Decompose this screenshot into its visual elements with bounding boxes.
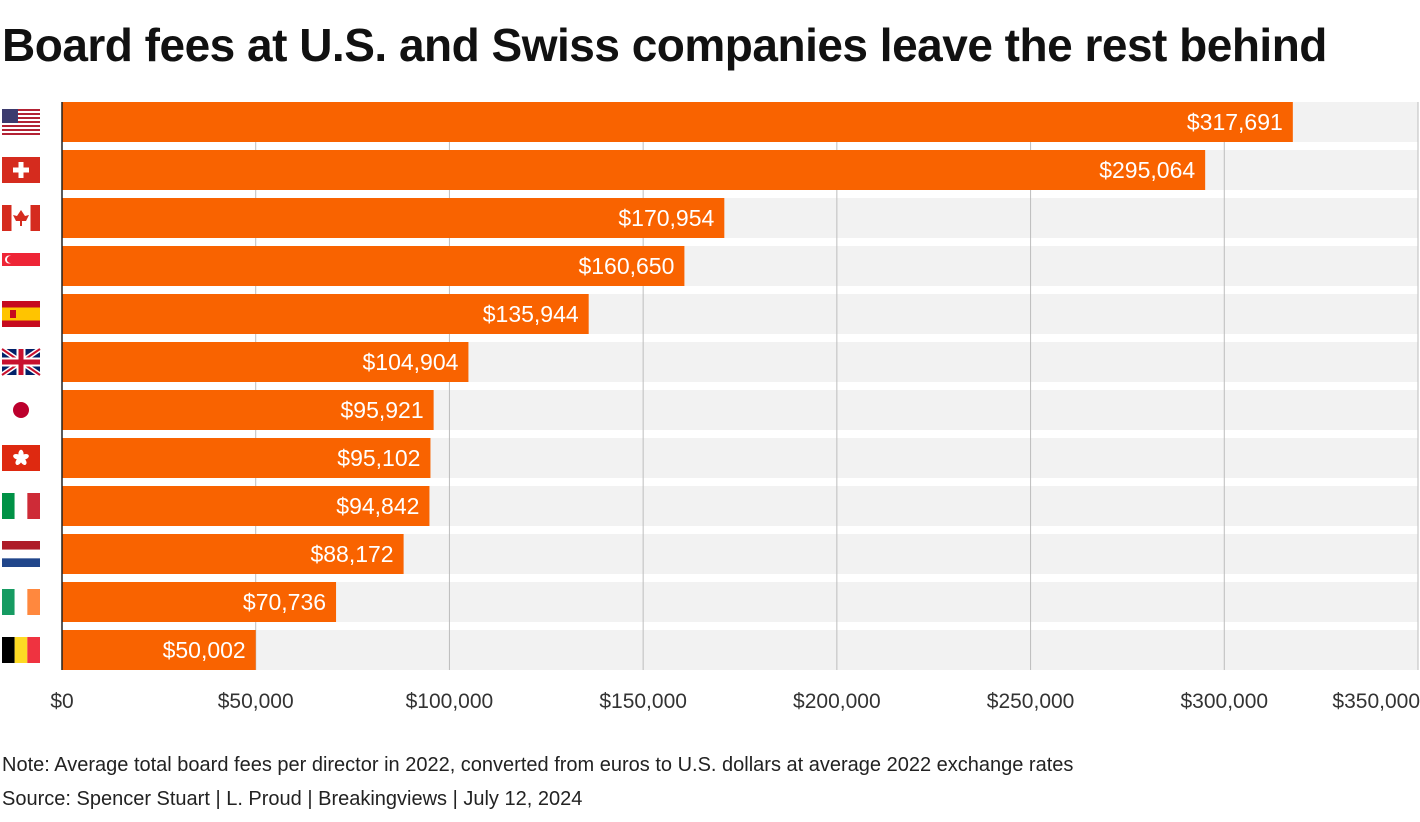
ireland-flag-icon (2, 589, 40, 615)
chart-title: Board fees at U.S. and Swiss companies l… (2, 19, 1327, 71)
bar (62, 342, 469, 382)
bar-value-label: $94,842 (336, 493, 419, 519)
bar (62, 438, 431, 478)
bar-value-label: $50,002 (163, 637, 246, 663)
bar-value-label: $170,954 (618, 205, 714, 231)
switzerland-flag-icon (2, 157, 40, 183)
x-tick-label: $150,000 (599, 690, 687, 713)
chart-source: Source: Spencer Stuart | L. Proud | Brea… (2, 788, 583, 810)
x-tick-label: $350,000 (1332, 690, 1420, 713)
bar (62, 582, 337, 622)
bar-value-label: $70,736 (243, 589, 326, 615)
united-kingdom-flag-icon (0, 346, 42, 378)
bar (62, 294, 589, 334)
bar (62, 390, 434, 430)
x-tick-label: $200,000 (793, 690, 881, 713)
bar-value-label: $160,650 (578, 253, 674, 279)
spain-flag-icon (2, 301, 40, 327)
japan-flag-icon (2, 397, 40, 423)
bar-value-label: $317,691 (1187, 109, 1283, 135)
bar-value-label: $95,102 (337, 445, 420, 471)
canada-flag-icon (2, 205, 40, 231)
bar (62, 150, 1206, 190)
united-states-flag-icon (2, 109, 40, 135)
netherlands-flag-icon (2, 541, 40, 567)
x-tick-label: $50,000 (218, 690, 294, 713)
bar-chart: $317,691 $295,064 $170,954 $160,650 $135,944… (0, 102, 1420, 713)
x-tick-label: $100,000 (406, 690, 494, 713)
bar-track (62, 630, 1418, 670)
bar-value-label: $135,944 (483, 301, 579, 327)
x-tick-label: $300,000 (1180, 690, 1268, 713)
hong-kong-flag-icon (2, 445, 40, 471)
x-tick-label: $250,000 (987, 690, 1075, 713)
bar-value-label: $88,172 (310, 541, 393, 567)
chart-note: Note: Average total board fees per direc… (2, 754, 1074, 776)
italy-flag-icon (2, 493, 40, 519)
bar-value-label: $295,064 (1099, 157, 1195, 183)
bar (62, 102, 1293, 142)
belgium-flag-icon (2, 637, 40, 663)
bar (62, 198, 725, 238)
singapore-flag-icon (2, 253, 40, 279)
bar (62, 534, 404, 574)
bar (62, 486, 430, 526)
bar (62, 246, 685, 286)
bar-value-label: $104,904 (362, 349, 458, 375)
x-tick-label: $0 (50, 690, 73, 713)
bar (62, 630, 256, 670)
bar-value-label: $95,921 (340, 397, 423, 423)
